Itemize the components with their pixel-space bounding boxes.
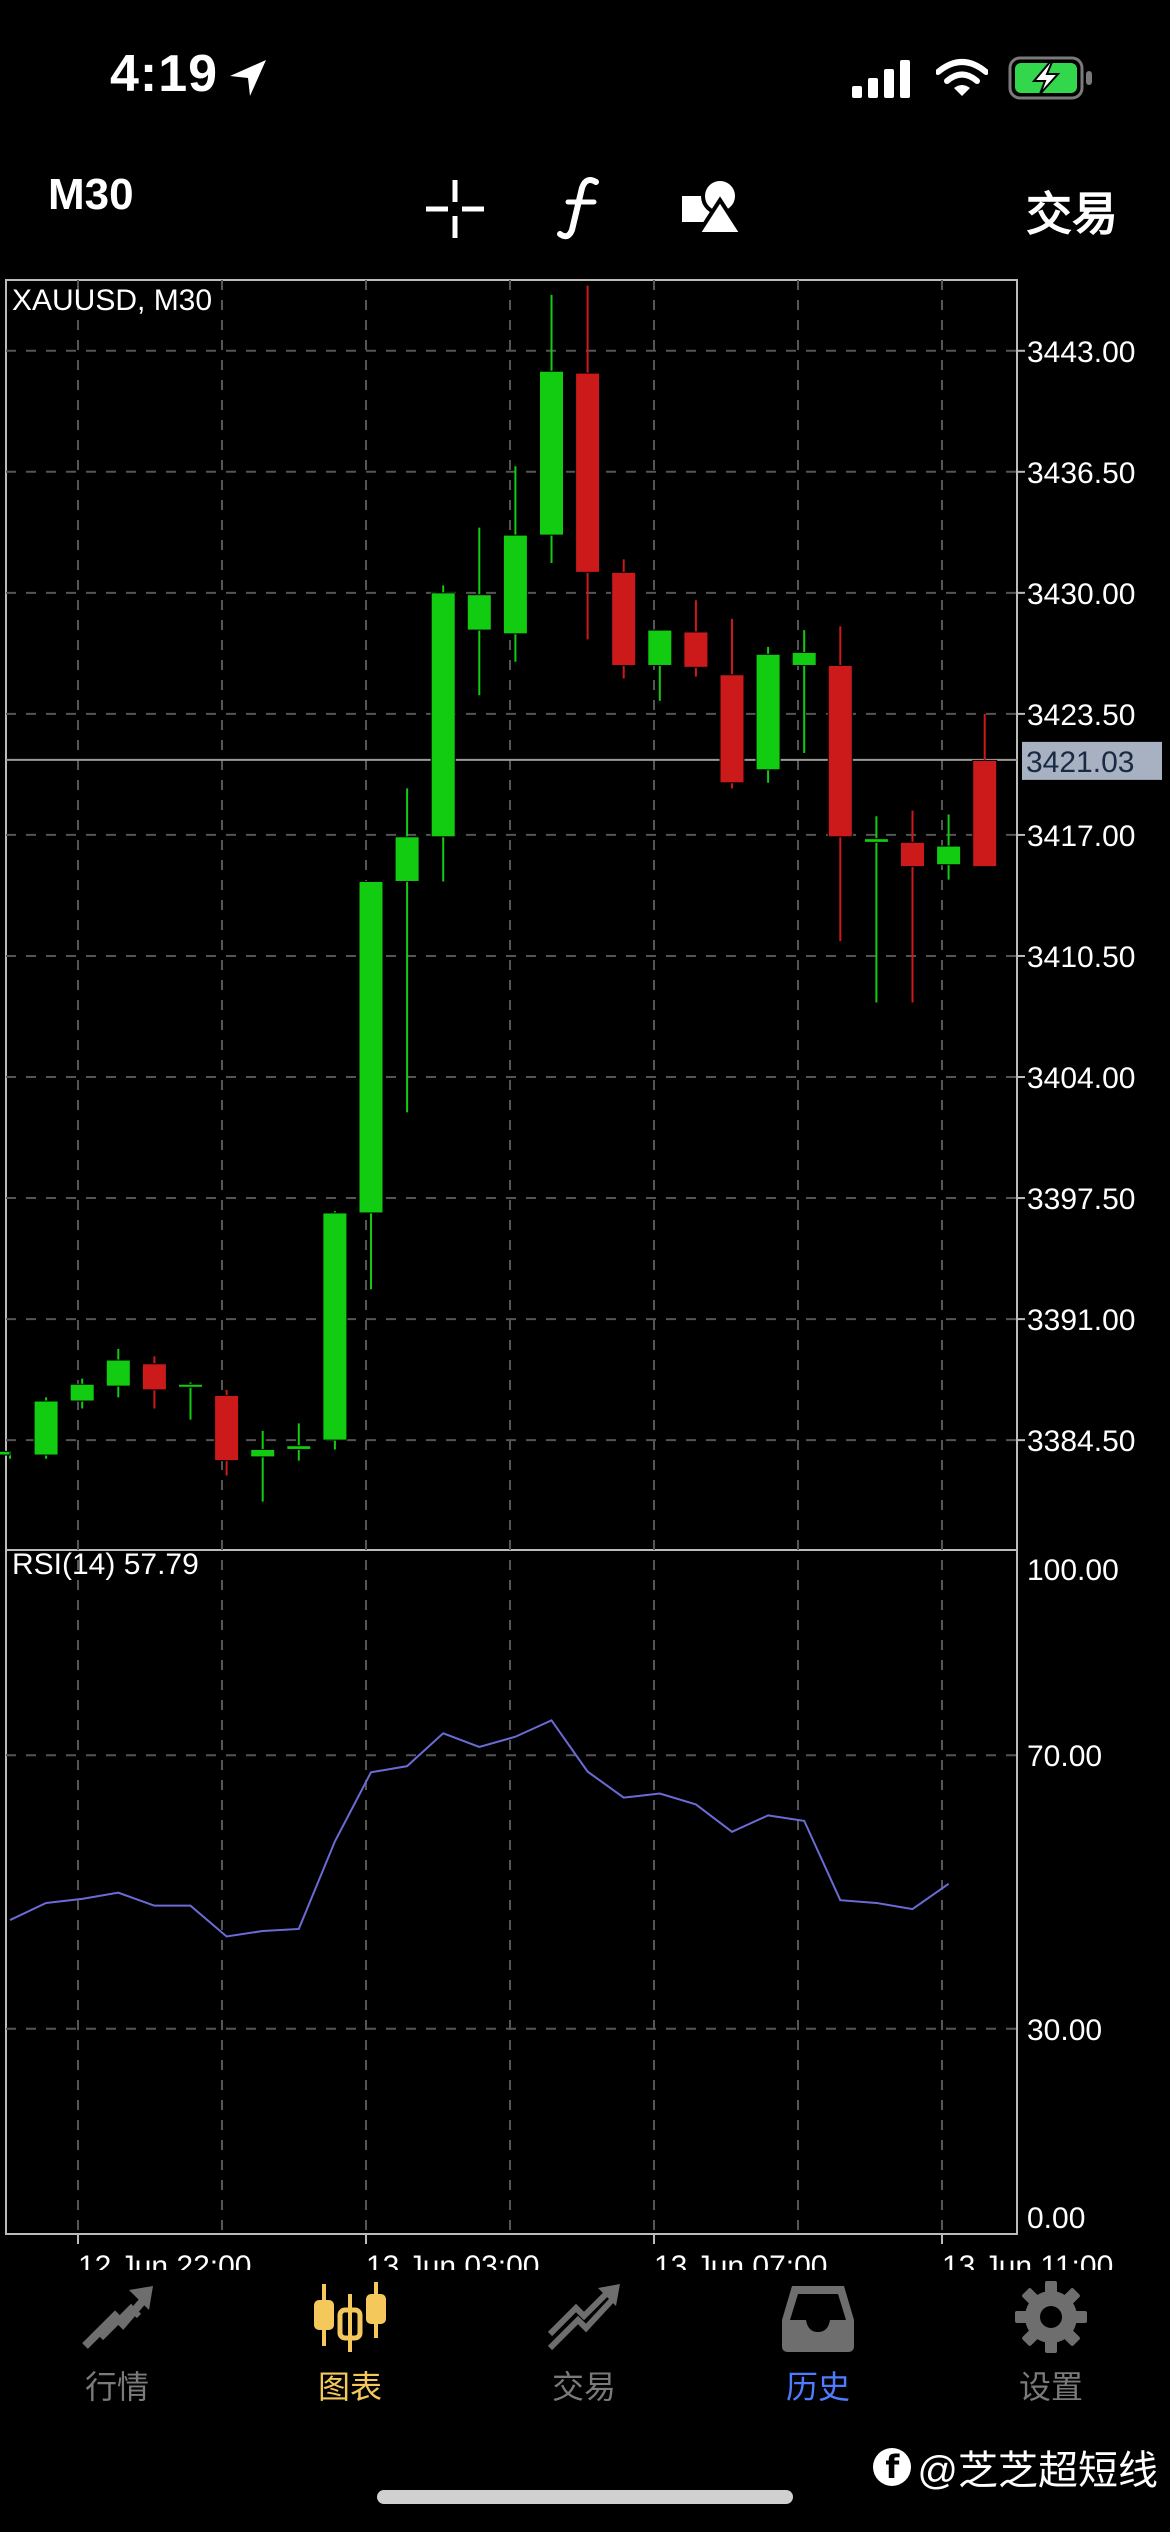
candle-body bbox=[33, 1400, 59, 1456]
tab-bar: 行情 图表 交易 历史 bbox=[0, 2280, 1170, 2420]
candle-body bbox=[394, 836, 420, 882]
history-icon bbox=[782, 2286, 854, 2352]
crosshair-icon[interactable] bbox=[424, 178, 486, 240]
candle-body bbox=[322, 1212, 348, 1441]
chart-area[interactable]: 100.00 70.00 30.00 0.00 3443.00 3436.50 3430.… bbox=[0, 270, 1170, 2270]
candle-body bbox=[466, 594, 492, 631]
candle-body bbox=[936, 845, 962, 866]
candle-body bbox=[178, 1383, 203, 1388]
price-tick-label: 3417.00 bbox=[1027, 820, 1135, 853]
tab-settings[interactable]: 设置 bbox=[971, 2280, 1131, 2408]
price-tick-label: 3430.00 bbox=[1027, 578, 1135, 611]
rsi-line bbox=[9, 1719, 950, 1938]
rsi-tick-label: 70.00 bbox=[1027, 1740, 1102, 1773]
watermark: f @芝芝超短线 bbox=[873, 2438, 1158, 2496]
price-tick-label: 3404.00 bbox=[1027, 1062, 1135, 1095]
candle-body bbox=[539, 370, 564, 536]
candle-body bbox=[214, 1394, 240, 1462]
price-tick-label: 3436.50 bbox=[1027, 457, 1135, 490]
battery-charging-icon bbox=[1008, 56, 1092, 100]
trade-button[interactable]: 交易 bbox=[1026, 188, 1118, 240]
wifi-icon bbox=[936, 59, 988, 96]
candle-body bbox=[250, 1448, 276, 1458]
tab-settings-label: 设置 bbox=[1018, 2369, 1083, 2405]
rsi-tick-label: 100.00 bbox=[1027, 1554, 1119, 1587]
rsi-frame bbox=[5, 1549, 1018, 2235]
candle-body bbox=[647, 629, 673, 666]
rsi-panel: 100.00 70.00 30.00 0.00 bbox=[6, 1554, 1119, 2235]
candle-body bbox=[900, 841, 925, 868]
facebook-icon: f bbox=[873, 2448, 912, 2486]
settings-icon bbox=[1015, 2281, 1087, 2353]
tab-history-label: 历史 bbox=[785, 2369, 850, 2405]
indicators-function-icon[interactable] bbox=[556, 176, 606, 240]
home-indicator bbox=[377, 2490, 793, 2504]
current-price-tag bbox=[1022, 741, 1162, 780]
tab-trade[interactable]: 交易 bbox=[504, 2280, 664, 2408]
tab-quotes-label: 行情 bbox=[84, 2369, 149, 2405]
candle-body bbox=[791, 651, 817, 666]
candle-body bbox=[863, 838, 889, 843]
candle-body bbox=[105, 1359, 131, 1387]
candle-body bbox=[0, 1450, 11, 1456]
time-label: 12 Jun 22:00 bbox=[78, 2250, 251, 2270]
cellular-signal-icon bbox=[852, 60, 910, 98]
tab-trade-label: 交易 bbox=[551, 2369, 616, 2405]
candle-body bbox=[972, 759, 998, 868]
quotes-icon bbox=[82, 2286, 153, 2349]
time-label: 13 Jun 03:00 bbox=[366, 2250, 539, 2270]
candle-body bbox=[827, 664, 853, 838]
candle-body bbox=[575, 372, 601, 573]
price-tick-label: 3384.50 bbox=[1027, 1425, 1135, 1458]
candle-body bbox=[430, 592, 456, 838]
candles bbox=[0, 285, 998, 1502]
tab-quotes[interactable]: 行情 bbox=[37, 2280, 197, 2408]
candle-body bbox=[755, 653, 781, 771]
candle-body bbox=[683, 631, 709, 668]
price-tick-label: 3423.50 bbox=[1027, 699, 1135, 732]
chart-icon bbox=[314, 2282, 386, 2352]
candle-body bbox=[286, 1445, 312, 1450]
tab-chart-label: 图表 bbox=[317, 2369, 382, 2405]
candle-body bbox=[358, 880, 384, 1214]
tab-history[interactable]: 历史 bbox=[738, 2280, 898, 2408]
status-time: 4:19 bbox=[110, 45, 219, 103]
candle-body bbox=[69, 1383, 95, 1402]
candle-body bbox=[719, 674, 745, 784]
candle-body bbox=[502, 534, 528, 635]
objects-shapes-icon[interactable] bbox=[680, 176, 744, 236]
price-tick-label: 3397.50 bbox=[1027, 1183, 1135, 1216]
time-label: 13 Jun 11:00 bbox=[942, 2250, 1113, 2270]
symbol-label: XAUUSD, M30 bbox=[12, 284, 213, 317]
timeframe-button[interactable]: M30 bbox=[48, 170, 134, 219]
trade-icon bbox=[547, 2284, 620, 2351]
rsi-tick-label: 0.00 bbox=[1027, 2202, 1085, 2235]
watermark-text: @芝芝超短线 bbox=[917, 2449, 1158, 2493]
main-frame bbox=[5, 279, 1018, 1551]
candle-body bbox=[611, 571, 637, 666]
current-price-label: 3421.03 bbox=[1026, 746, 1134, 779]
rsi-tick-label: 30.00 bbox=[1027, 2014, 1102, 2047]
price-tick-label: 3443.00 bbox=[1027, 336, 1135, 369]
price-axis: 3443.00 3436.50 3430.00 3423.50 3417.00 3410.… bbox=[77, 336, 1162, 2270]
location-arrow-icon bbox=[230, 60, 266, 96]
rsi-label: RSI(14) 57.79 bbox=[12, 1548, 199, 1581]
candle-body bbox=[141, 1363, 167, 1391]
tab-chart[interactable]: 图表 bbox=[270, 2280, 430, 2408]
price-tick-label: 3410.50 bbox=[1027, 941, 1135, 974]
price-tick-label: 3391.00 bbox=[1027, 1304, 1135, 1337]
time-label: 13 Jun 07:00 bbox=[654, 2250, 827, 2270]
